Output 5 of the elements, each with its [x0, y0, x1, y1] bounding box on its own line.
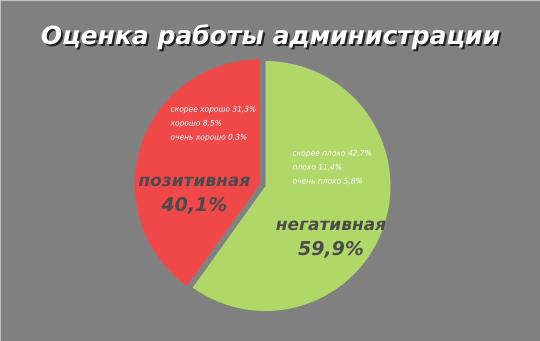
slice-label: негативная — [276, 215, 386, 236]
chart-title: Оценка работы администрации — [42, 23, 502, 52]
slice-label: позитивная — [138, 171, 250, 192]
data-label: 59,9% — [298, 238, 364, 260]
data-label: 40,1% — [160, 194, 228, 216]
